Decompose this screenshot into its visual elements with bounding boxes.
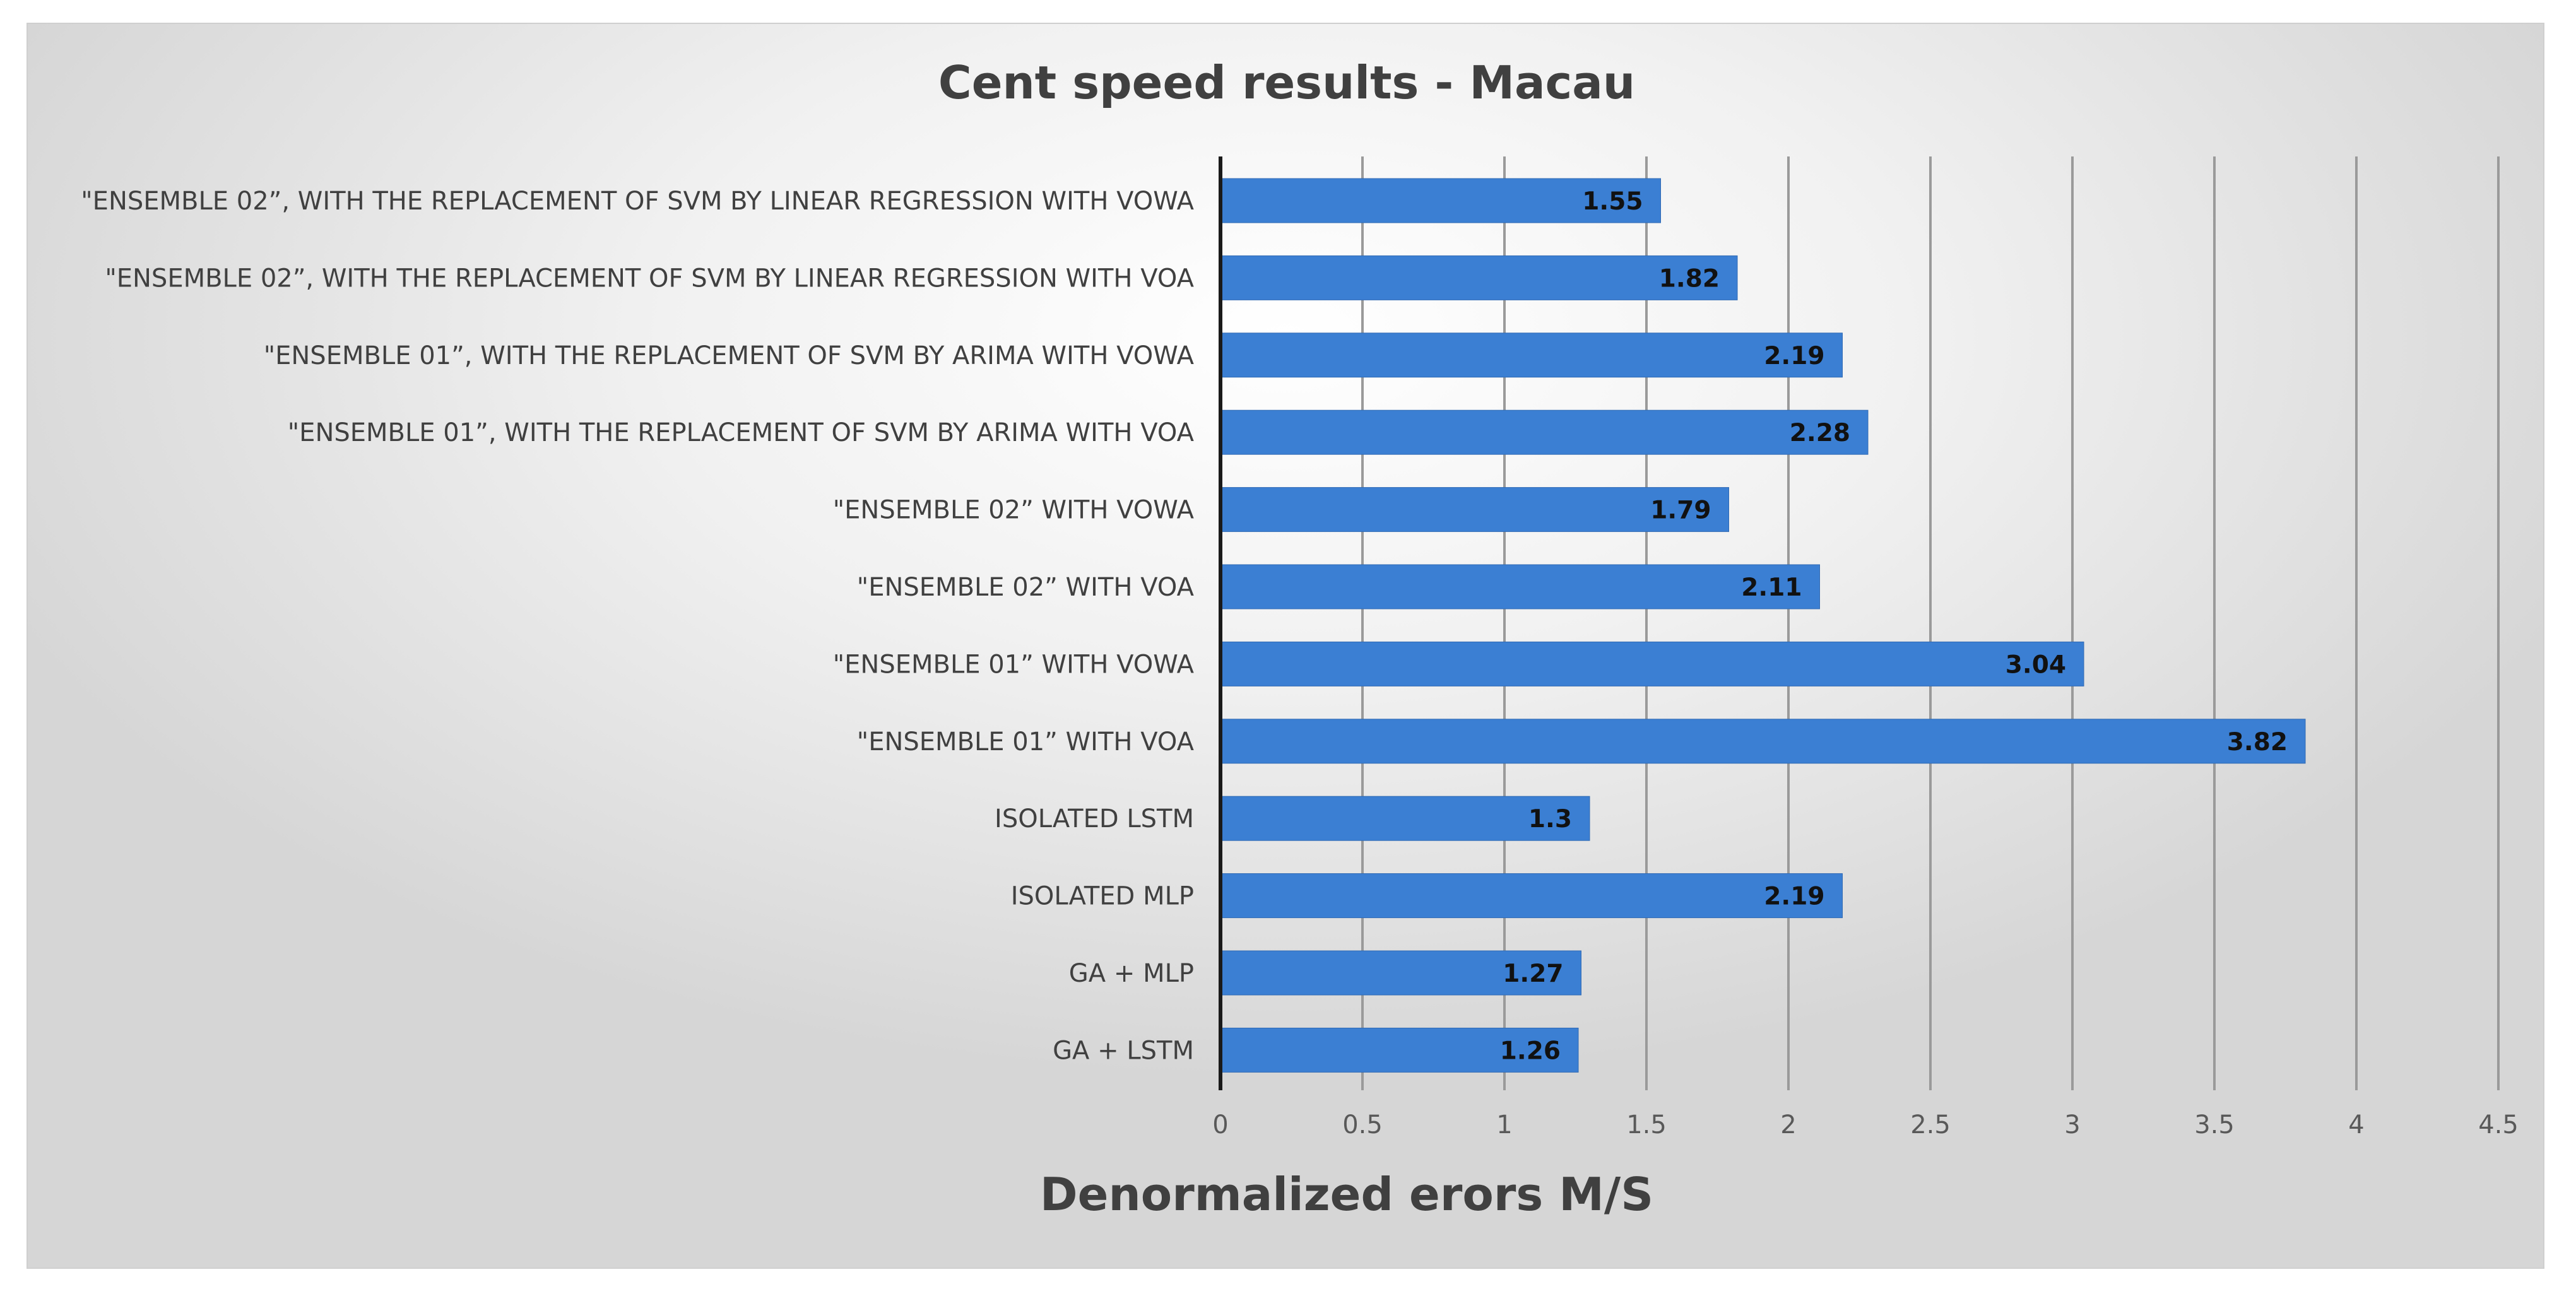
data-label: 1.3 [1528,805,1572,833]
x-tick-labels: 0 0.5 1 1.5 2 2.5 3 3.5 4 4.5 [1212,1110,2519,1139]
category-label: "ENSEMBLE 01”, WITH THE REPLACEMENT OF S… [288,418,1195,447]
bar [1220,564,1820,609]
bar [1220,409,1869,455]
category-label: "ENSEMBLE 02”, WITH THE REPLACEMENT OF S… [81,187,1194,216]
category-labels: "ENSEMBLE 02”, WITH THE REPLACEMENT OF S… [81,187,1194,1065]
x-tick-label: 3 [2064,1110,2080,1139]
bar [1220,796,1590,841]
data-label: 1.82 [1659,264,1720,293]
bar [1220,487,1729,533]
x-axis-title: Denormalized erors M/S [1040,1168,1653,1221]
x-tick-label: 2 [1780,1110,1796,1139]
category-label: "ENSEMBLE 01” WITH VOA [857,727,1195,756]
category-label: "ENSEMBLE 02” WITH VOA [857,573,1195,602]
bars: 1.55 1.82 2.19 2.28 1.79 2.11 3.04 3.82 1.3 2.19 1… [1220,178,2306,1073]
data-label: 2.19 [1764,342,1824,370]
x-tick-label: 1.5 [1626,1110,1667,1139]
category-label: GA + LSTM [1053,1036,1194,1065]
x-tick-label: 2.5 [1910,1110,1951,1139]
category-label: "ENSEMBLE 02” WITH VOWA [833,496,1195,525]
x-tick-label: 1 [1496,1110,1512,1139]
x-tick-label: 3.5 [2194,1110,2235,1139]
x-tick-label: 0 [1212,1110,1228,1139]
bar [1220,333,1843,378]
category-label: ISOLATED MLP [1011,882,1194,911]
bar [1220,255,1738,300]
data-label: 2.11 [1741,574,1802,602]
category-label: "ENSEMBLE 02”, WITH THE REPLACEMENT OF S… [105,264,1194,293]
gridlines [1361,156,2500,1090]
chart-title: Cent speed results - Macau [938,56,1635,109]
category-label: "ENSEMBLE 01”, WITH THE REPLACEMENT OF S… [264,341,1195,370]
data-label: 1.27 [1503,960,1563,988]
data-label: 1.79 [1650,497,1711,525]
x-tick-label: 0.5 [1342,1110,1383,1139]
category-label: ISOLATED LSTM [995,804,1194,833]
bar [1220,178,1661,223]
bar [1220,641,2084,686]
x-tick-label: 4.5 [2478,1110,2519,1139]
data-label: 2.19 [1764,883,1824,911]
x-tick-label: 4 [2348,1110,2364,1139]
bar-chart: Cent speed results - Macau 1.55 1.82 2.19 2… [81,56,2519,1221]
bar [1220,950,1581,996]
data-label: 1.55 [1582,187,1643,216]
data-label: 1.26 [1500,1037,1561,1065]
category-label: "ENSEMBLE 01” WITH VOWA [833,650,1195,679]
data-label: 3.82 [2227,728,2288,756]
bar [1220,1027,1579,1073]
data-label: 2.28 [1790,419,1850,447]
category-label: GA + MLP [1069,959,1194,988]
data-label: 3.04 [2006,650,2066,679]
bar [1220,719,2306,764]
chart-area: Cent speed results - Macau 1.55 1.82 2.19 2… [27,23,2544,1269]
bar [1220,873,1843,919]
